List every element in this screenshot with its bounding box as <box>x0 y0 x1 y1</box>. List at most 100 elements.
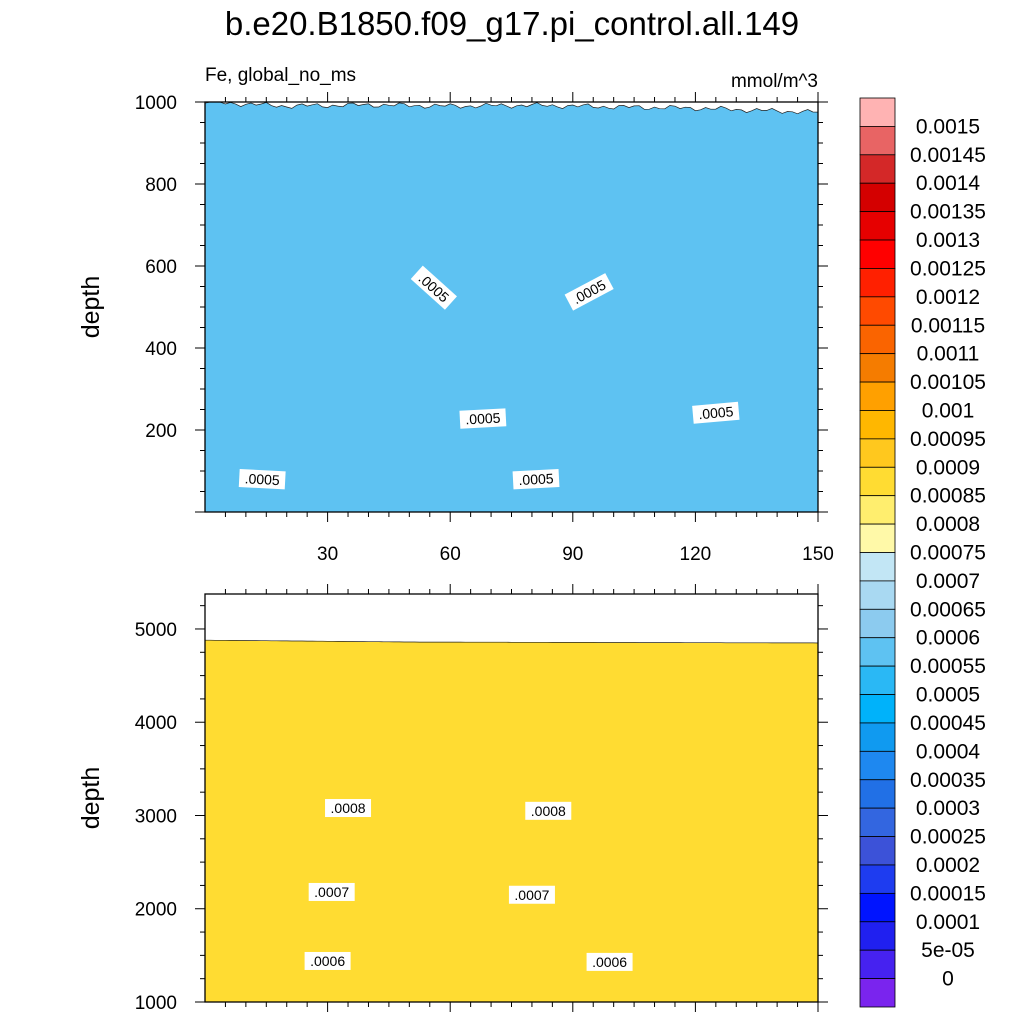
left-subtitle: Fe, global_no_ms <box>205 65 356 86</box>
bottom-ytick-label-5000: 5000 <box>135 620 177 641</box>
colorbar-label-15: 0.00075 <box>910 542 986 565</box>
colorbar-label-16: 0.0007 <box>916 570 980 593</box>
bottom-contour-label-3: .0007 <box>514 887 549 903</box>
top-fills <box>205 102 818 512</box>
colorbar-label-5: 0.00125 <box>910 257 986 280</box>
top-xtick-label-120: 120 <box>680 544 712 565</box>
top-contour-label-bg-2 <box>459 408 507 429</box>
colorbar-label-13: 0.00085 <box>910 485 986 508</box>
colorbar-box-2 <box>859 154 896 184</box>
colorbar-box-0 <box>859 97 896 127</box>
top-contour-label-bg-4 <box>410 265 457 310</box>
colorbar-box-18 <box>859 608 896 639</box>
colorbar-label-12: 0.0009 <box>916 456 980 479</box>
top-contour-label-bg-3 <box>692 401 740 424</box>
colorbar-label-20: 0.0005 <box>916 684 980 707</box>
colorbar-label-4: 0.0013 <box>916 229 980 252</box>
colorbar-label-2: 0.0014 <box>916 172 981 195</box>
colorbar-box-27 <box>859 864 896 894</box>
colorbar-box-5 <box>859 239 896 269</box>
top-xtick-label-90: 90 <box>562 544 583 565</box>
top-ytick-label-600: 600 <box>145 257 177 278</box>
colorbar-label-17: 0.00065 <box>910 598 986 621</box>
chart-title: b.e20.B1850.f09_g17.pi_control.all.149 <box>225 5 799 42</box>
top-xtick-label-30: 30 <box>317 544 338 565</box>
top-ytick-label-200: 200 <box>145 421 177 442</box>
colorbar-label-26: 0.0002 <box>916 854 980 877</box>
colorbar-box-30 <box>859 949 896 979</box>
bottom-contour-label-5: .0008 <box>531 803 566 819</box>
colorbar-box-12 <box>859 438 896 468</box>
colorbar-box-24 <box>859 779 896 809</box>
colorbar-label-29: 5e-05 <box>921 939 975 962</box>
bottom-ytick-label-3000: 3000 <box>135 806 177 827</box>
colorbar-box-21 <box>859 694 896 724</box>
bottom-contour-label-group-5: .0008 <box>525 801 572 820</box>
colorbar-label-28: 0.0001 <box>916 911 980 934</box>
colorbar-label-14: 0.0008 <box>916 513 980 536</box>
colorbar-box-29 <box>859 921 896 951</box>
top-contour-label-group-2: .0005 <box>459 408 507 429</box>
colorbar-label-23: 0.00035 <box>910 769 986 792</box>
colorbar-box-7 <box>859 296 896 326</box>
bottom-contour-label-group-3: .0007 <box>508 885 555 904</box>
colorbar-label-18: 0.0006 <box>916 627 980 650</box>
colorbar-box-3 <box>859 182 896 213</box>
bottom-panel: .0006 .0006 .0007 .0007 .0008 .0008 1000 2000 30… <box>77 584 828 1014</box>
bottom-ytick-label-4000: 4000 <box>135 713 177 734</box>
colorbar-label-19: 0.00055 <box>910 655 986 678</box>
colorbar-box-1 <box>859 126 896 156</box>
colorbar-box-14 <box>859 495 896 525</box>
bottom-contour-label-2: .0007 <box>314 884 349 900</box>
top-contour-label-2: .0005 <box>465 410 501 428</box>
bottom-fills <box>205 639 818 1002</box>
bottom-contour-label-group-1: .0006 <box>586 952 633 971</box>
top-y-axis: 200 400 600 800 1000 <box>135 93 828 513</box>
bottom-y-axis: 1000 2000 3000 4000 5000 <box>135 605 828 1014</box>
colorbar-box-20 <box>859 665 896 695</box>
colorbar-label-11: 0.00095 <box>910 428 986 451</box>
colorbar-box-22 <box>859 722 896 752</box>
colorbar-label-0: 0.0015 <box>916 115 980 138</box>
bottom-contour-label-0: .0006 <box>310 953 345 969</box>
top-band-4 <box>205 102 818 512</box>
colorbar-box-6 <box>859 268 896 298</box>
top-contour-line-4 <box>205 102 818 115</box>
top-contour-label-1: .0005 <box>518 470 554 488</box>
bottom-ytick-label-1000: 1000 <box>135 993 177 1014</box>
colorbar-box-9 <box>859 353 896 383</box>
colorbar-box-4 <box>859 211 896 241</box>
top-contour-label-group-0: .0005 <box>238 469 286 490</box>
colorbar-label-3: 0.00135 <box>910 201 986 224</box>
top-contour-label-bg-1 <box>512 469 560 490</box>
top-contour-label-group-3: .0005 <box>692 401 740 424</box>
colorbar-box-23 <box>859 750 896 781</box>
top-ylabel: depth <box>77 276 105 339</box>
bottom-contour-label-4: .0008 <box>331 800 366 816</box>
colorbar: 0.0015 0.00145 0.0014 0.00135 0.0013 0.00125 0… <box>859 97 986 1008</box>
colorbar-label-25: 0.00025 <box>910 826 986 849</box>
bottom-contour-label-group-2: .0007 <box>308 882 355 901</box>
bottom-contour-label-bg-3 <box>508 885 555 904</box>
bottom-contour-label-bg-0 <box>304 951 351 970</box>
colorbar-box-15 <box>859 523 896 553</box>
bottom-contour-label-bg-4 <box>325 799 372 818</box>
colorbar-box-28 <box>859 892 896 923</box>
colorbar-label-27: 0.00015 <box>910 882 986 905</box>
colorbar-box-16 <box>859 552 896 582</box>
colorbar-box-17 <box>859 580 896 610</box>
colorbar-box-25 <box>859 807 896 837</box>
colorbar-box-8 <box>859 324 896 355</box>
top-ytick-label-800: 800 <box>145 175 177 196</box>
bottom-ylabel: depth <box>77 767 105 830</box>
bottom-x-axis <box>224 584 819 1012</box>
top-xtick-label-60: 60 <box>440 544 461 565</box>
colorbar-label-9: 0.00105 <box>910 371 986 394</box>
bottom-contour-label-bg-2 <box>308 882 355 901</box>
bottom-contour-line-7 <box>205 639 818 644</box>
top-xtick-label-150: 150 <box>802 544 834 565</box>
colorbar-box-10 <box>859 381 896 411</box>
top-contour-label-0: .0005 <box>244 470 280 488</box>
colorbar-label-30: 0 <box>942 968 954 991</box>
